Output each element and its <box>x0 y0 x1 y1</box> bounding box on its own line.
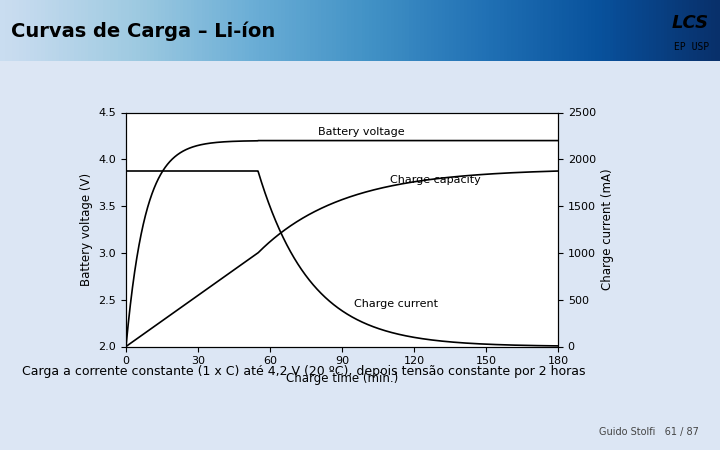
Text: Charge current: Charge current <box>354 299 438 310</box>
X-axis label: Charge time (min.): Charge time (min.) <box>286 372 398 385</box>
Text: EP USP: EP USP <box>674 42 709 52</box>
Text: Carga a corrente constante (1 x C) até 4,2 V (20 ºC), depois tensão constante po: Carga a corrente constante (1 x C) até 4… <box>22 365 585 378</box>
Y-axis label: Battery voltage (V): Battery voltage (V) <box>80 173 93 286</box>
Text: Battery voltage: Battery voltage <box>318 127 405 137</box>
Text: Charge capacity: Charge capacity <box>390 175 481 185</box>
Text: Guido Stolfi   61 / 87: Guido Stolfi 61 / 87 <box>598 427 698 436</box>
Text: Curvas de Carga – Li-íon: Curvas de Carga – Li-íon <box>11 22 275 41</box>
Y-axis label: Charge current (mA): Charge current (mA) <box>601 169 614 290</box>
Text: LCS: LCS <box>672 14 709 32</box>
